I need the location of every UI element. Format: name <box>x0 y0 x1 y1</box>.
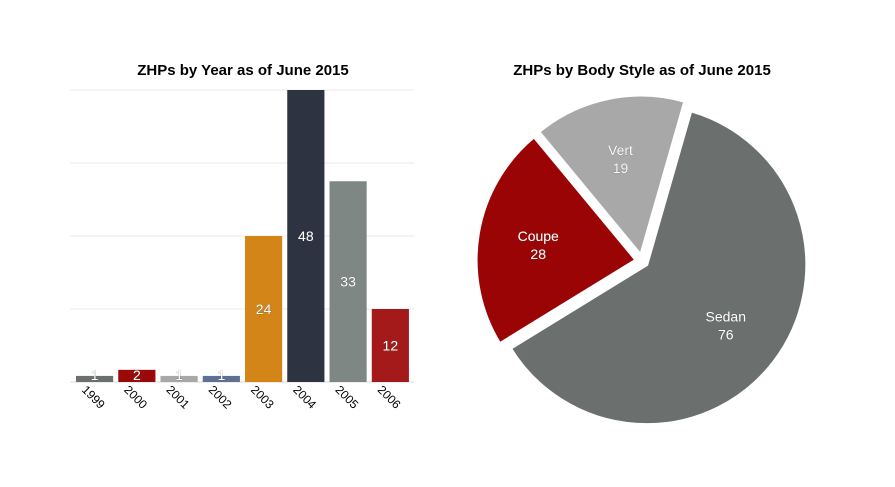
pie-slice-vert <box>536 93 687 259</box>
pie-chart: ZHPs by Body Style as of June 2015 Sedan… <box>474 62 809 427</box>
x-tick-label-2006: 2006 <box>375 383 404 412</box>
bar-2000 <box>118 369 156 382</box>
bar-2002 <box>202 375 240 382</box>
pie-value-label-coupe: 28 <box>530 246 546 262</box>
bar-data-label-2006: 12 <box>383 338 399 354</box>
pie-slice-sedan <box>508 108 809 427</box>
pie-chart-slice-labels: Sedan 76 Coupe 28 Vert 19 <box>517 142 746 343</box>
bar-data-label-2003: 24 <box>256 301 272 317</box>
bar-chart-title: ZHPs by Year as of June 2015 <box>137 62 349 79</box>
bar-data-label-2004: 48 <box>298 228 314 244</box>
pie-value-label-vert: 19 <box>613 160 629 176</box>
bar-data-label-1999: 1 <box>91 367 99 383</box>
bar-1999 <box>76 375 114 382</box>
x-tick-label-2004: 2004 <box>290 383 319 412</box>
bar-2001 <box>160 375 198 382</box>
pie-label-sedan: Sedan <box>706 309 746 325</box>
bar-chart-x-tick-labels: 1999 2000 2001 2002 2003 2004 2005 2006 <box>79 383 404 412</box>
x-tick-label-2001: 2001 <box>164 383 193 412</box>
bar-2006 <box>371 309 409 382</box>
bar-2003 <box>245 236 283 382</box>
x-tick-label-2002: 2002 <box>206 383 235 412</box>
bar-chart-bars <box>76 90 409 382</box>
x-tick-label-2005: 2005 <box>333 383 362 412</box>
bar-data-label-2002: 1 <box>217 367 225 383</box>
pie-chart-title: ZHPs by Body Style as of June 2015 <box>513 62 771 79</box>
bar-2004 <box>287 90 325 382</box>
bar-data-label-2000: 2 <box>133 367 141 383</box>
pie-value-label-sedan: 76 <box>718 327 734 343</box>
pie-label-vert: Vert <box>608 142 633 158</box>
x-tick-label-2003: 2003 <box>248 383 277 412</box>
pie-chart-slices <box>474 93 809 427</box>
x-tick-label-1999: 1999 <box>79 383 108 412</box>
pie-slice-coupe <box>474 134 639 346</box>
x-tick-label-2000: 2000 <box>121 383 150 412</box>
bar-data-label-2005: 33 <box>340 274 356 290</box>
pie-label-coupe: Coupe <box>518 228 559 244</box>
bar-chart: ZHPs by Year as of June 2015 1 2 1 12448331… <box>70 62 414 412</box>
bar-2005 <box>329 181 367 382</box>
bar-data-label-2001: 1 <box>175 367 183 383</box>
